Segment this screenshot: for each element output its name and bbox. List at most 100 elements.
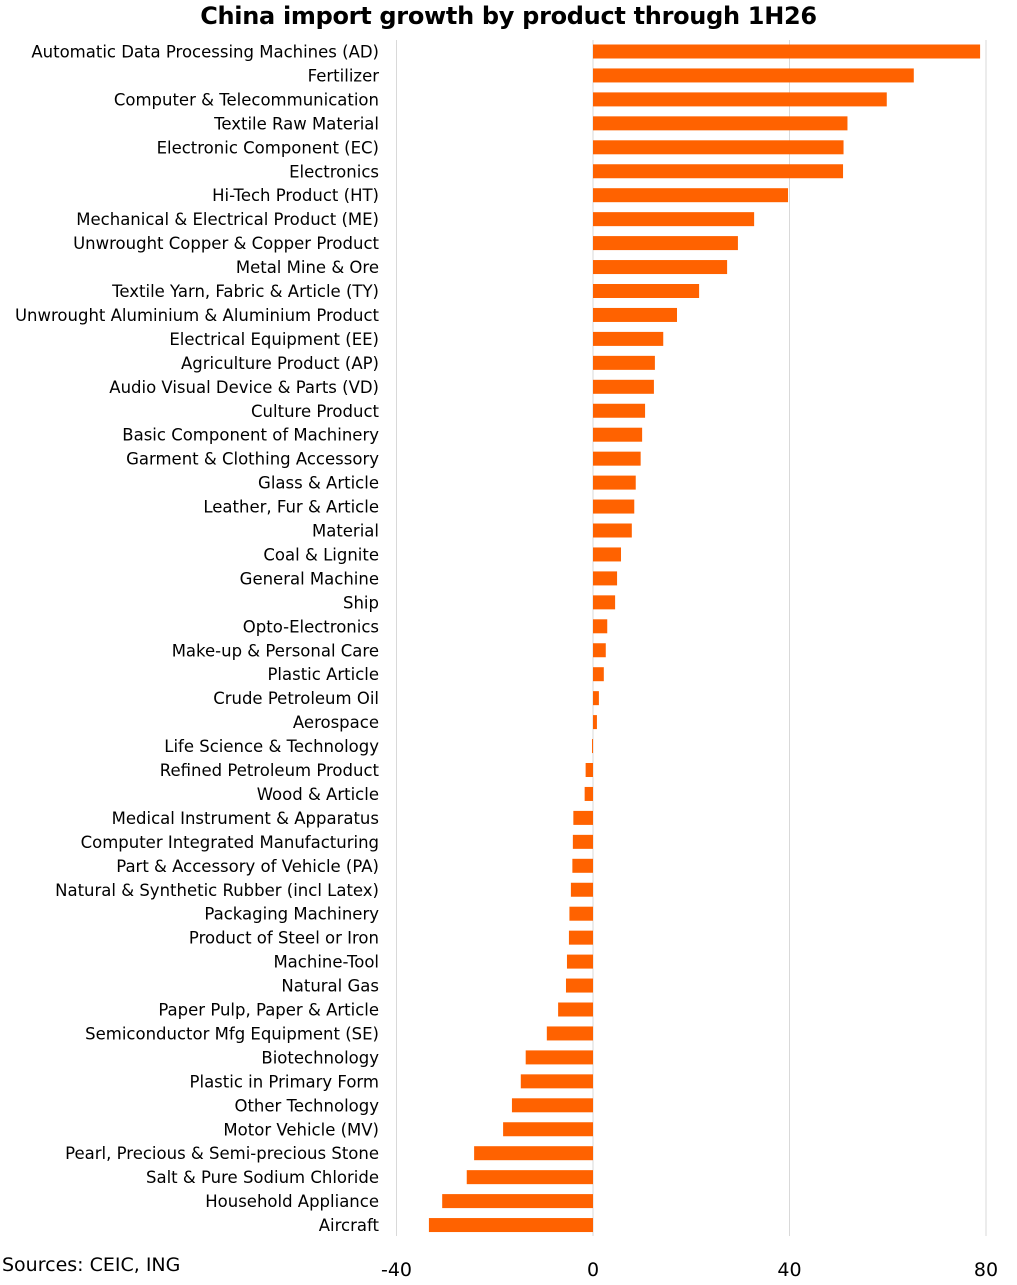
category-label: Packaging Machinery [204, 905, 379, 924]
bar [474, 1146, 593, 1161]
bar [584, 786, 593, 801]
bar [593, 355, 655, 370]
bar [592, 739, 594, 754]
category-label: Part & Accessory of Vehicle (PA) [116, 857, 379, 876]
bar [593, 403, 646, 418]
bar [565, 978, 593, 993]
category-labels: Automatic Data Processing Machines (AD) F… [15, 43, 380, 1236]
category-label: Audio Visual Device & Parts (VD) [109, 378, 379, 397]
x-axis-ticks: -40 0 40 80 [381, 1259, 998, 1281]
category-label: Computer Integrated Manufacturing [81, 833, 379, 852]
category-label: Unwrought Copper & Copper Product [73, 234, 379, 253]
category-label: Crude Petroleum Oil [213, 689, 379, 708]
x-tick-label: 40 [777, 1259, 801, 1281]
category-label: Pearl, Precious & Semi-precious Stone [65, 1144, 379, 1163]
bar [593, 619, 608, 634]
bar [520, 1074, 593, 1089]
category-label: Aerospace [293, 713, 379, 732]
bar [466, 1170, 593, 1185]
bar [593, 140, 844, 155]
category-label: Hi-Tech Product (HT) [212, 186, 379, 205]
category-label: Make-up & Personal Care [172, 641, 379, 660]
bar [593, 236, 738, 251]
category-label: Aircraft [319, 1216, 380, 1235]
category-label: Coal & Lignite [263, 545, 379, 564]
category-label: Electronics [289, 162, 379, 181]
category-label: Basic Component of Machinery [122, 426, 379, 445]
category-label: Electrical Equipment (EE) [169, 330, 379, 349]
bar [428, 1218, 593, 1233]
bar [593, 451, 641, 466]
category-label: Agriculture Product (AP) [181, 354, 379, 373]
bar [503, 1122, 593, 1137]
category-label: General Machine [240, 569, 379, 588]
bar [593, 499, 635, 514]
category-label: Household Appliance [205, 1192, 379, 1211]
bar [593, 260, 728, 275]
bar [569, 906, 593, 921]
category-label: Ship [343, 593, 379, 612]
category-label: Medical Instrument & Apparatus [112, 809, 379, 828]
bar [525, 1050, 593, 1065]
category-label: Unwrought Aluminium & Aluminium Product [15, 306, 380, 325]
category-label: Automatic Data Processing Machines (AD) [31, 43, 379, 62]
x-tick-label: 80 [974, 1259, 998, 1281]
bar [593, 547, 622, 562]
category-label: Textile Yarn, Fabric & Article (TY) [111, 282, 379, 301]
bar [442, 1194, 593, 1209]
bar [593, 715, 597, 730]
category-label: Textile Raw Material [213, 114, 379, 133]
bar [572, 834, 593, 849]
bars [428, 44, 981, 1233]
category-label: Wood & Article [257, 785, 379, 804]
category-label: Fertilizer [308, 66, 380, 85]
category-label: Refined Petroleum Product [160, 761, 380, 780]
category-label: Biotechnology [261, 1048, 379, 1067]
bar [546, 1026, 593, 1041]
category-label: Metal Mine & Ore [236, 258, 379, 277]
bar [593, 427, 643, 442]
bar [593, 691, 599, 706]
bar [593, 475, 636, 490]
category-label: Semiconductor Mfg Equipment (SE) [85, 1024, 379, 1043]
category-label: Salt & Pure Sodium Chloride [146, 1168, 379, 1187]
x-tick-label: -40 [381, 1259, 412, 1281]
category-label: Computer & Telecommunication [114, 90, 379, 109]
category-label: Natural & Synthetic Rubber (incl Latex) [55, 881, 379, 900]
bar [593, 92, 887, 107]
bar [568, 930, 593, 945]
bar [593, 331, 664, 346]
category-label: Culture Product [251, 402, 379, 421]
bar [558, 1002, 593, 1017]
category-label: Electronic Component (EC) [157, 138, 379, 157]
category-label: Garment & Clothing Accessory [126, 450, 379, 469]
bar [585, 763, 593, 777]
chart-title: China import growth by product through 1… [200, 2, 817, 30]
bar [593, 667, 604, 682]
category-label: Motor Vehicle (MV) [223, 1120, 379, 1139]
bar [593, 68, 914, 83]
bar [573, 810, 593, 825]
category-label: Glass & Article [258, 474, 379, 493]
bar [570, 882, 593, 897]
bar [593, 643, 606, 658]
bar [593, 284, 700, 298]
bar [572, 858, 593, 873]
bar [593, 164, 844, 179]
category-label: Material [312, 522, 379, 541]
category-label: Natural Gas [281, 977, 379, 996]
source-note: Sources: CEIC, ING [2, 1254, 181, 1276]
x-tick-label: 0 [587, 1259, 599, 1281]
bar [593, 379, 654, 394]
bar [593, 595, 616, 610]
category-label: Paper Pulp, Paper & Article [158, 1001, 379, 1020]
bar [511, 1098, 593, 1113]
category-label: Other Technology [234, 1096, 379, 1115]
bar [593, 188, 789, 203]
category-label: Mechanical & Electrical Product (ME) [76, 210, 379, 229]
category-label: Plastic Article [267, 665, 379, 684]
category-label: Opto-Electronics [243, 617, 379, 636]
category-label: Leather, Fur & Article [203, 498, 379, 517]
category-label: Plastic in Primary Form [190, 1072, 379, 1091]
